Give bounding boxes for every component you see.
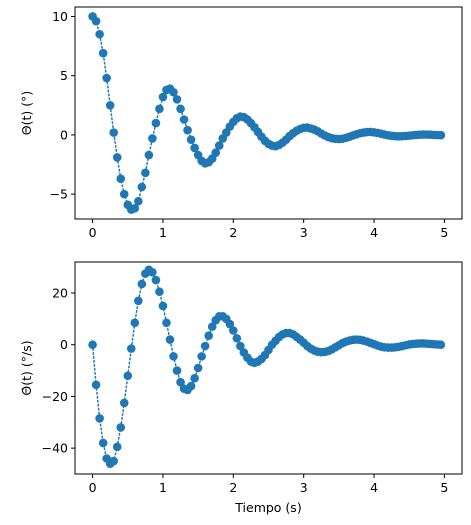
data-point: [179, 115, 189, 124]
data-point: [186, 381, 196, 391]
data-point: [211, 148, 221, 157]
data-point: [105, 101, 115, 110]
angle-plot: 0 1 2 3 4 5 −5 0 5 10 Θ(t) (°): [19, 6, 463, 240]
data-point: [169, 352, 178, 361]
data-point: [183, 125, 192, 135]
data-point: [225, 319, 235, 329]
data-point: [119, 189, 129, 199]
axes-frame: [74, 6, 463, 220]
y-tick-label: −5: [50, 187, 68, 202]
x-axis-label: Tiempo (s): [234, 500, 301, 515]
y-tick-label: 5: [60, 68, 68, 83]
data-point: [126, 344, 136, 353]
data-point: [112, 442, 122, 452]
x-tick-label: 1: [159, 480, 167, 495]
data-point: [95, 414, 104, 423]
data-point: [91, 16, 101, 26]
data-point: [116, 174, 126, 184]
data-point: [207, 322, 217, 331]
data-point: [148, 268, 157, 277]
data-point: [109, 128, 118, 137]
data-point: [229, 326, 238, 335]
data-point: [95, 29, 104, 39]
data-point: [214, 141, 224, 150]
data-point: [123, 371, 133, 381]
data-point: [436, 340, 446, 350]
data-point: [119, 398, 129, 408]
data-point: [190, 374, 199, 383]
data-point: [116, 423, 126, 432]
data-point: [172, 95, 182, 104]
x-tick-label: 0: [89, 480, 97, 495]
data-point: [158, 301, 168, 311]
data-point: [155, 104, 164, 114]
data-point: [197, 352, 206, 361]
data-point: [232, 333, 242, 343]
x-tick-label: 4: [370, 225, 378, 240]
data-point: [200, 341, 210, 351]
x-tick-label: 5: [440, 480, 448, 495]
data-point: [98, 48, 108, 58]
x-tick-label: 5: [440, 225, 448, 240]
y-axis-label: Θ̇(t) (°/s): [19, 340, 34, 395]
x-tick-label: 0: [89, 225, 97, 240]
data-point: [158, 92, 168, 102]
x-tick-label: 3: [300, 225, 308, 240]
data-point: [102, 73, 111, 83]
data-point: [109, 456, 118, 466]
x-tick-label: 4: [370, 480, 378, 495]
axes-frame: [74, 261, 463, 475]
y-axis-label: Θ(t) (°): [19, 91, 34, 135]
data-point: [141, 168, 150, 178]
y-tick-label: 0: [60, 127, 68, 142]
y-tick-label: 20: [52, 286, 68, 301]
y-tick-label: 10: [52, 9, 68, 24]
data-point: [112, 153, 122, 162]
x-tick-label: 3: [300, 480, 308, 495]
data-point: [436, 130, 446, 140]
data-point: [130, 318, 140, 328]
y-tick-label: −40: [42, 441, 68, 456]
data-point: [165, 335, 175, 344]
data-point: [162, 318, 171, 328]
data-point: [144, 150, 154, 160]
data-point: [155, 287, 164, 297]
data-point: [134, 196, 143, 206]
data-point: [148, 134, 157, 143]
data-point: [169, 87, 178, 97]
data-point: [186, 135, 196, 144]
angular-velocity-plot: 0 1 2 3 4 5 −40 −20 0 20 Θ̇(t) (°/s) Tiempo (s): [19, 261, 463, 515]
data-point: [236, 341, 245, 351]
data-point: [137, 182, 147, 192]
y-tick-label: −20: [42, 389, 68, 404]
y-tick-label: 0: [60, 337, 68, 352]
data-point: [172, 366, 182, 375]
data-point: [193, 363, 203, 373]
data-point: [91, 380, 101, 390]
data-point: [151, 118, 161, 128]
data-point: [130, 204, 140, 213]
data-point: [190, 143, 199, 153]
data-point: [98, 438, 108, 448]
data-point: [137, 279, 147, 289]
x-tick-label: 1: [159, 225, 167, 240]
x-tick-label: 2: [229, 225, 237, 240]
data-point: [204, 331, 213, 340]
data-point: [151, 275, 161, 285]
data-point: [134, 296, 143, 306]
data-point: [88, 340, 97, 350]
x-tick-label: 2: [229, 480, 237, 495]
data-point: [176, 377, 185, 387]
data-point: [176, 104, 185, 114]
